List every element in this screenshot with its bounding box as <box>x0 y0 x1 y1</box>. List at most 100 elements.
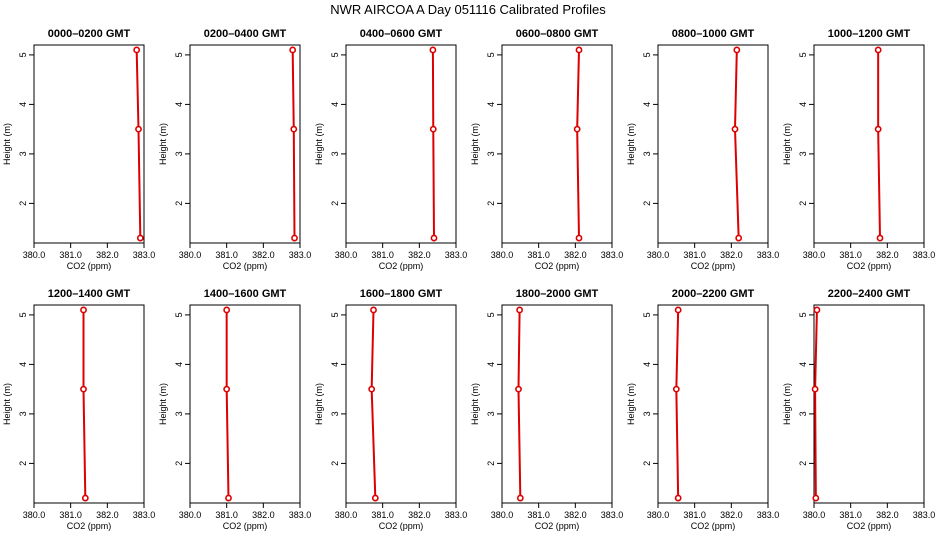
y-tick-label: 3 <box>174 411 184 416</box>
profile-point <box>133 46 141 54</box>
panel-title: 1800–2000 GMT <box>516 288 599 300</box>
y-tick-label: 2 <box>330 461 340 466</box>
x-tick-label: 382.0 <box>564 250 587 260</box>
profile-line <box>675 309 680 499</box>
y-tick-label: 3 <box>174 151 184 156</box>
profile-line <box>877 49 881 239</box>
x-axis-label: CO2 (ppm) <box>847 261 892 271</box>
plot-frame <box>33 44 145 244</box>
x-tick-label: 380.0 <box>803 510 826 520</box>
x-tick-label: 380.0 <box>647 250 670 260</box>
x-axis-label: CO2 (ppm) <box>67 521 112 531</box>
x-tick-label: 382.0 <box>876 250 899 260</box>
profile-point <box>874 46 882 54</box>
profile-line <box>82 309 87 499</box>
y-axis-label: Height (m) <box>782 383 792 425</box>
panel-0: 0000–0200 GMT 380.0 381.0 382.0 383.0 CO2 (pp… <box>2 28 155 271</box>
x-axis-label: CO2 (ppm) <box>67 261 112 271</box>
profile-point <box>289 46 297 54</box>
x-tick-label: 380.0 <box>23 510 46 520</box>
x-axis-label: CO2 (ppm) <box>223 261 268 271</box>
profile-line <box>370 309 377 499</box>
x-tick-label: 382.0 <box>408 250 431 260</box>
panel-4: 0800–1000 GMT 380.0 381.0 382.0 383.0 CO2 (pp… <box>626 28 779 271</box>
y-tick-label: 5 <box>330 312 340 317</box>
y-tick-label: 2 <box>486 201 496 206</box>
x-tick-label: 381.0 <box>839 510 862 520</box>
x-tick-label: 383.0 <box>133 510 156 520</box>
y-tick-label: 5 <box>18 52 28 57</box>
y-axis-label: Height (m) <box>470 383 480 425</box>
y-tick-label: 3 <box>642 151 652 156</box>
x-tick-label: 380.0 <box>491 510 514 520</box>
profile-line <box>517 309 522 499</box>
x-tick-label: 382.0 <box>408 510 431 520</box>
profile-line <box>733 49 740 239</box>
x-tick-label: 382.0 <box>96 250 119 260</box>
y-tick-label: 2 <box>486 461 496 466</box>
panel-title: 0600–0800 GMT <box>516 28 599 40</box>
y-tick-label: 3 <box>642 411 652 416</box>
x-tick-label: 380.0 <box>335 250 358 260</box>
y-tick-label: 4 <box>330 102 340 107</box>
x-tick-label: 381.0 <box>839 250 862 260</box>
y-tick-label: 3 <box>18 151 28 156</box>
profile-point <box>516 306 523 314</box>
y-tick-label: 5 <box>798 52 808 57</box>
panel-8: 1600–1800 GMT 380.0 381.0 382.0 383.0 CO2 (pp… <box>314 288 467 531</box>
x-tick-label: 381.0 <box>215 510 238 520</box>
y-axis-label: Height (m) <box>626 383 636 425</box>
y-tick-label: 3 <box>18 411 28 416</box>
x-axis-label: CO2 (ppm) <box>535 261 580 271</box>
profile-point <box>429 125 437 133</box>
x-axis-label: CO2 (ppm) <box>379 521 424 531</box>
profile-point <box>223 306 231 314</box>
panel-2: 0400–0600 GMT 380.0 381.0 382.0 383.0 CO2 (pp… <box>314 28 467 271</box>
plot-frame <box>813 44 925 244</box>
x-tick-label: 383.0 <box>913 250 936 260</box>
profile-point <box>370 306 377 314</box>
y-tick-label: 2 <box>330 201 340 206</box>
profile-point <box>80 385 87 393</box>
x-tick-label: 381.0 <box>59 250 82 260</box>
x-tick-label: 382.0 <box>252 510 275 520</box>
y-tick-label: 2 <box>18 461 28 466</box>
x-tick-label: 383.0 <box>133 250 156 260</box>
y-tick-label: 2 <box>642 201 652 206</box>
panel-title: 0400–0600 GMT <box>360 28 443 40</box>
profile-point <box>135 125 142 133</box>
panel-title: 0000–0200 GMT <box>48 28 131 40</box>
y-tick-label: 4 <box>18 102 28 107</box>
x-tick-label: 382.0 <box>96 510 119 520</box>
plot-frame <box>189 44 301 244</box>
profile-point <box>290 125 298 133</box>
y-axis-label: Height (m) <box>158 383 168 425</box>
x-axis-label: CO2 (ppm) <box>535 521 580 531</box>
plot-frame <box>345 44 457 244</box>
panel-3: 0600–0800 GMT 380.0 381.0 382.0 383.0 CO2 (pp… <box>470 28 623 271</box>
y-tick-label: 3 <box>798 411 808 416</box>
x-tick-label: 381.0 <box>683 510 706 520</box>
y-tick-label: 5 <box>330 52 340 57</box>
x-tick-label: 382.0 <box>252 250 275 260</box>
plot-frame <box>501 304 613 504</box>
profile-point <box>516 494 524 502</box>
x-tick-label: 380.0 <box>179 510 202 520</box>
y-tick-label: 4 <box>174 362 184 367</box>
y-tick-label: 2 <box>642 461 652 466</box>
x-tick-label: 383.0 <box>601 510 624 520</box>
profile-point <box>735 234 743 242</box>
x-tick-label: 380.0 <box>23 250 46 260</box>
profile-point <box>81 494 89 502</box>
y-tick-label: 5 <box>642 52 652 57</box>
panel-title: 1000–1200 GMT <box>828 28 911 40</box>
y-tick-label: 5 <box>798 312 808 317</box>
x-tick-label: 382.0 <box>564 510 587 520</box>
profile-point <box>811 385 819 393</box>
panel-title: 0800–1000 GMT <box>672 28 755 40</box>
y-tick-label: 5 <box>174 312 184 317</box>
panel-11: 2200–2400 GMT 380.0 381.0 382.0 383.0 CO2 (pp… <box>782 288 935 531</box>
panel-6: 1200–1400 GMT 380.0 381.0 382.0 383.0 CO2 (pp… <box>2 288 155 531</box>
page-title: NWR AIRCOA A Day 051116 Calibrated Profi… <box>330 2 606 17</box>
